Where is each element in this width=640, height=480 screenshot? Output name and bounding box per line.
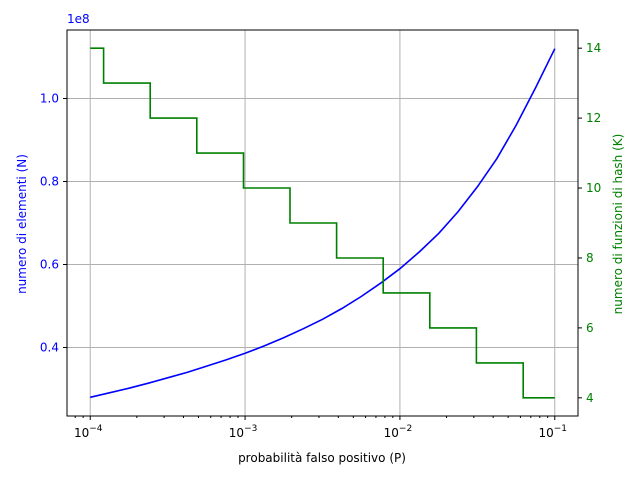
series-line-n <box>90 48 556 399</box>
right-y-tick-label: 6 <box>586 321 594 335</box>
right-y-tick-label: 12 <box>586 111 601 125</box>
left-axis-label: numero di elementi (N) <box>15 154 29 294</box>
left-y-tick-label: 0.4 <box>40 341 59 355</box>
right-y-tick-label: 10 <box>586 181 601 195</box>
right-y-tick-label: 4 <box>586 391 594 405</box>
grid <box>67 30 578 416</box>
left-y-tick-label: 0.8 <box>40 174 59 188</box>
right-y-tick-label: 14 <box>586 41 601 55</box>
left-axis-offset-text: 1e8 <box>67 12 90 26</box>
series-line-k <box>90 47 555 399</box>
x-tick-label: 10−3 <box>229 424 258 440</box>
x-tick-label: 10−2 <box>384 424 413 440</box>
plot-series <box>90 47 556 399</box>
x-axis-label: probabilità falso positivo (P) <box>238 451 406 465</box>
left-y-tick-label: 1.0 <box>40 91 59 105</box>
right-y-tick-label: 8 <box>586 251 594 265</box>
left-y-tick-label: 0.6 <box>40 258 59 272</box>
x-tick-label: 10−1 <box>538 424 567 440</box>
x-tick-label: 10−4 <box>74 424 103 440</box>
axis-ticks: 10−4 10−3 10−2 10−1 0.4 0.6 0.8 1.0 4 6 8 10 12 14 <box>40 41 601 440</box>
right-axis-label: numero di funzioni di hash (K) <box>611 134 625 315</box>
plot-frame <box>66 29 579 417</box>
